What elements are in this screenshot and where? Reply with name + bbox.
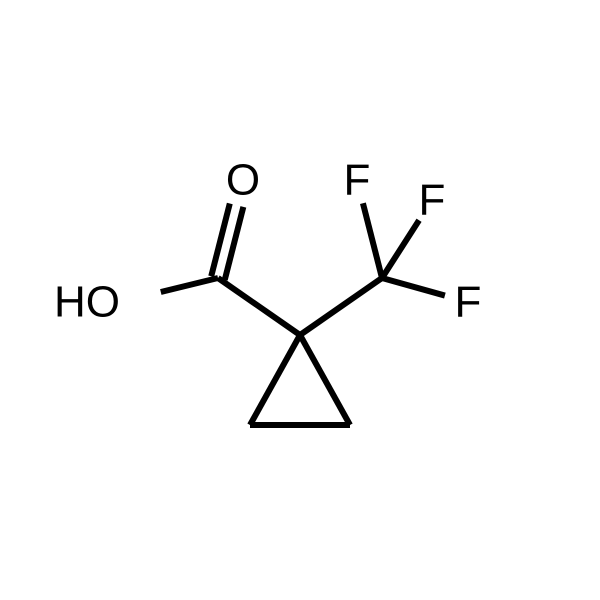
atom-label-o1: O bbox=[226, 156, 260, 205]
atom-label-o2: HO bbox=[54, 278, 120, 327]
atom-label-f3: F bbox=[455, 278, 482, 327]
atom-label-f2: F bbox=[419, 176, 446, 225]
molecule-canvas: OHOFFF bbox=[0, 0, 600, 600]
atom-label-f1: F bbox=[344, 156, 371, 205]
bonds-group bbox=[161, 203, 445, 425]
